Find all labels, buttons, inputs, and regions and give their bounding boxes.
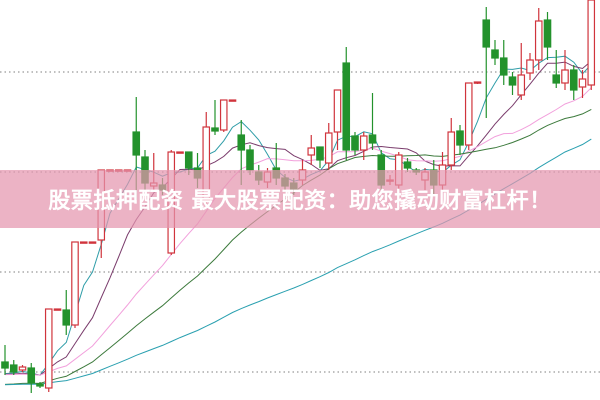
candle-body — [552, 74, 561, 84]
candle-body — [561, 69, 569, 84]
candle-down — [368, 93, 377, 150]
candle-body — [246, 149, 254, 171]
candle-up — [18, 365, 27, 372]
candle-body — [508, 76, 517, 86]
candle-up — [473, 81, 482, 84]
candle-up — [587, 0, 596, 90]
candle-body — [9, 364, 18, 373]
banner-text: 股票抵押配资 最大股票配资：助您撬动财富杠杆！ — [48, 189, 552, 214]
candle-body — [176, 151, 184, 154]
candle-down — [456, 125, 464, 155]
candle-body — [578, 78, 587, 88]
candle-up — [79, 241, 88, 244]
candle-body — [333, 89, 342, 133]
candle-up — [561, 50, 569, 90]
candle-body — [316, 146, 324, 161]
candle-body — [447, 131, 456, 166]
candle-body — [569, 69, 578, 91]
candle-up — [447, 118, 456, 170]
candle-body — [132, 131, 141, 156]
candle-body — [228, 99, 237, 102]
candle-body — [351, 135, 359, 151]
candle-body — [184, 151, 193, 169]
candle-down — [1, 345, 9, 375]
candle-down — [403, 158, 412, 172]
candle-body — [1, 361, 9, 369]
candle-body — [464, 82, 473, 146]
candle-body — [211, 127, 219, 132]
candle-body — [526, 59, 534, 74]
candle-down — [351, 132, 359, 155]
candle-body — [403, 161, 412, 169]
candle-body — [517, 74, 526, 96]
candle-body — [36, 383, 44, 387]
candle-down — [36, 382, 44, 388]
candle-body — [62, 309, 71, 326]
candle-body — [18, 366, 27, 371]
candle-body — [44, 308, 53, 389]
candle-down — [482, 7, 491, 118]
candle-down — [491, 40, 499, 65]
candle-body — [219, 99, 228, 131]
candle-down — [342, 47, 351, 160]
candle-up — [71, 241, 79, 328]
candle-down — [211, 100, 219, 135]
candle-down — [499, 40, 508, 85]
candle-body — [307, 147, 316, 156]
candle-up — [219, 99, 228, 132]
candle-up — [534, 8, 543, 70]
ma10-line — [4, 60, 592, 376]
candle-body — [368, 134, 377, 144]
candle-down — [62, 290, 71, 335]
candle-up — [578, 70, 587, 98]
promo-banner: 股票抵押配资 最大股票配资：助您撬动财富杠杆！ — [0, 170, 600, 228]
candle-up — [333, 89, 342, 150]
candle-up — [176, 151, 184, 154]
candle-up — [228, 99, 237, 102]
candle-up — [517, 43, 526, 100]
candle-body — [482, 19, 491, 48]
candle-body — [27, 367, 36, 384]
candle-down — [316, 146, 324, 168]
candle-down — [9, 360, 18, 375]
candle-body — [342, 62, 351, 151]
candle-body — [237, 134, 246, 151]
candle-up — [53, 308, 62, 311]
candle-body — [456, 130, 464, 146]
candle-body — [88, 241, 97, 244]
candle-body — [79, 241, 88, 244]
ma20-line — [4, 87, 592, 376]
candle-up — [88, 241, 97, 244]
candle-body — [499, 57, 508, 76]
candle-up — [307, 135, 316, 165]
candle-body — [587, 0, 596, 86]
candle-down — [543, 12, 552, 60]
candle-up — [464, 82, 473, 150]
candle-down — [552, 50, 561, 88]
candle-up — [359, 132, 368, 160]
candle-body — [53, 308, 62, 311]
candle-up — [526, 53, 534, 80]
candle-body — [491, 49, 499, 59]
candle-down — [508, 72, 517, 95]
candle-body — [534, 20, 543, 61]
candle-body — [543, 19, 552, 48]
candle-body — [324, 132, 333, 164]
candle-up — [324, 123, 333, 170]
candle-down — [569, 65, 578, 100]
candle-down — [27, 363, 36, 393]
candle-body — [71, 241, 79, 326]
ma30-line — [4, 108, 592, 385]
candle-up — [44, 308, 53, 392]
candle-body — [359, 135, 368, 151]
candle-body — [473, 81, 482, 84]
